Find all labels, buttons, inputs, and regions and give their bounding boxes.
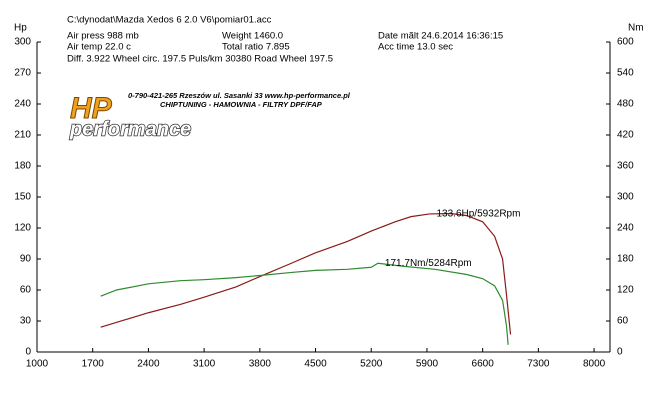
info: Weight 1460.0 — [222, 31, 283, 42]
annotation: 133.6Hp/5932Rpm — [437, 209, 521, 220]
y-tick-label: 120 — [14, 223, 31, 234]
x-tick-label: 4500 — [304, 359, 327, 370]
y2-tick-label: 360 — [617, 161, 634, 172]
series-line — [100, 212, 512, 335]
logo: performance — [69, 118, 191, 140]
y-tick-label: 30 — [20, 316, 32, 327]
x-tick-label: 8000 — [583, 359, 606, 370]
x-tick-label: 5200 — [360, 359, 383, 370]
y2-tick-label: 0 — [617, 347, 623, 358]
y2-tick-label: 420 — [617, 130, 634, 141]
y2-tick-label: 480 — [617, 99, 634, 110]
y-tick-label: 150 — [14, 192, 31, 203]
info: Air press 988 mb — [67, 31, 139, 42]
x-tick-label: 5900 — [416, 359, 439, 370]
y-tick-label: 240 — [14, 99, 31, 110]
y-tick-label: 90 — [20, 254, 32, 265]
file-path: C:\dynodat\Mazda Xedos 6 2.0 V6\pomiar01… — [67, 15, 272, 26]
info: Air temp 22.0 c — [67, 42, 131, 53]
y-tick-label: 0 — [25, 347, 31, 358]
x-tick-label: 1000 — [26, 359, 49, 370]
x-tick-label: 2400 — [137, 359, 160, 370]
info: Acc time 13.0 sec — [378, 42, 453, 53]
y-tick-label: 180 — [14, 161, 31, 172]
y-tick-label: 210 — [14, 130, 31, 141]
x-tick-label: 1700 — [82, 359, 105, 370]
series-line — [100, 262, 509, 345]
logo: HP — [70, 92, 113, 125]
y-tick-label: 270 — [14, 68, 31, 79]
annotation: 171.7Nm/5284Rpm — [385, 258, 472, 269]
x-tick-label: 6600 — [472, 359, 495, 370]
y2-tick-label: 600 — [617, 37, 634, 48]
info: Diff. 3.922 Wheel circ. 197.5 Puls/km 30… — [67, 54, 333, 65]
y2-tick-label: 120 — [617, 285, 634, 296]
y2-tick-label: 240 — [617, 223, 634, 234]
info: Total ratio 7.895 — [222, 42, 290, 53]
contact: 0-790-421-265 Rzeszów ul. Sasanki 33 www… — [128, 91, 351, 100]
y-tick-label: 60 — [20, 285, 32, 296]
y2-axis-unit: Nm — [628, 23, 644, 34]
y2-tick-label: 300 — [617, 192, 634, 203]
contact: CHIPTUNING - HAMOWNIA - FILTRY DPF/FAP — [160, 100, 323, 109]
y-tick-label: 300 — [14, 37, 31, 48]
x-tick-label: 7300 — [527, 359, 550, 370]
y2-tick-label: 540 — [617, 68, 634, 79]
y2-tick-label: 60 — [617, 316, 629, 327]
y2-tick-label: 180 — [617, 254, 634, 265]
info: Date mãlt 24.6.2014 16:36:15 — [378, 31, 503, 42]
x-tick-label: 3100 — [193, 359, 216, 370]
x-tick-label: 3800 — [249, 359, 272, 370]
y-axis-unit: Hp — [14, 23, 27, 34]
